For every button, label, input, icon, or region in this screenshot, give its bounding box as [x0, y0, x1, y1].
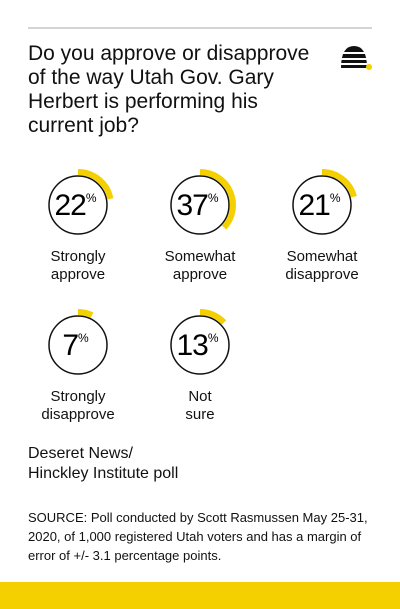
value-number: 13: [176, 329, 208, 362]
ring-outline: [48, 315, 108, 375]
attribution: Deseret News/: [28, 445, 133, 462]
value-label: 7%: [62, 329, 89, 362]
value-label: 22%: [54, 189, 96, 222]
category-label: Strongly disapprove: [41, 388, 115, 423]
ring-outline: [292, 175, 352, 235]
value-number: 22: [54, 189, 86, 222]
value-number: 21: [298, 189, 330, 222]
value-unit: %: [86, 191, 97, 205]
ring-arc: [77, 309, 94, 318]
ring-outline: [170, 175, 230, 235]
category-label: Somewhat approve: [164, 248, 236, 283]
category-label: Not sure: [185, 388, 215, 423]
logo: [341, 46, 372, 70]
bottom-band: [0, 582, 400, 609]
value-unit: %: [78, 331, 89, 345]
value-unit: %: [330, 191, 341, 205]
title: Do you approve or disapprove of the way …: [28, 42, 310, 137]
ring-arc: [77, 169, 114, 200]
value-number: 37: [176, 189, 208, 222]
value-label: 21%: [298, 189, 340, 222]
value-unit: %: [208, 331, 219, 345]
value-unit: %: [208, 191, 219, 205]
ring-arc: [199, 169, 236, 230]
ring-outline: [170, 315, 230, 375]
category-label: Somewhat disapprove: [285, 248, 359, 283]
ring-outline: [48, 175, 108, 235]
value-number: 7: [62, 329, 78, 362]
value-label: 37%: [176, 189, 218, 222]
source-note: SOURCE: Poll conducted by Scott Rasmusse…: [28, 510, 368, 563]
ring-arc: [321, 169, 357, 198]
attribution: Hinckley Institute poll: [28, 465, 179, 482]
ring-arc: [199, 309, 227, 325]
category-label: Strongly approve: [50, 248, 106, 283]
value-label: 13%: [176, 329, 218, 362]
